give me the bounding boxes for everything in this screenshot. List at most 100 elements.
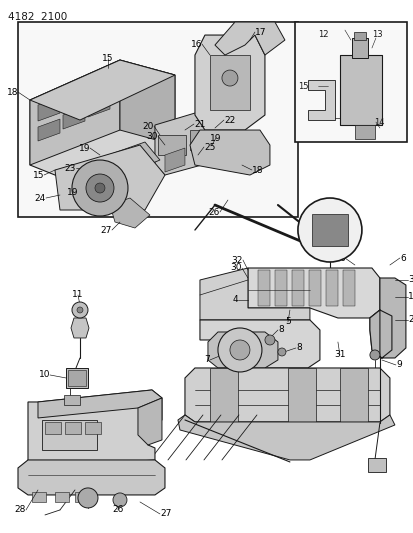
Polygon shape	[18, 460, 164, 495]
Polygon shape	[209, 55, 249, 110]
Bar	[367, 458, 385, 472]
Polygon shape	[75, 492, 89, 502]
Text: 20: 20	[142, 122, 154, 131]
Text: 10: 10	[38, 370, 50, 379]
Polygon shape	[291, 270, 303, 306]
Polygon shape	[247, 268, 379, 318]
Polygon shape	[195, 35, 264, 130]
Polygon shape	[185, 368, 389, 422]
Text: 11: 11	[72, 290, 83, 300]
Circle shape	[277, 348, 285, 356]
Circle shape	[369, 350, 379, 360]
Text: 27: 27	[100, 225, 112, 235]
Polygon shape	[325, 270, 337, 306]
Text: 16: 16	[190, 39, 202, 49]
Polygon shape	[38, 119, 60, 141]
Circle shape	[95, 183, 105, 193]
Circle shape	[264, 335, 274, 345]
Text: 29: 29	[317, 203, 328, 212]
Bar	[158, 135, 185, 155]
Polygon shape	[274, 270, 286, 306]
Polygon shape	[164, 148, 185, 172]
Text: 17: 17	[254, 28, 266, 37]
Bar	[354, 125, 374, 139]
Bar	[339, 55, 381, 125]
Text: 9: 9	[395, 360, 401, 369]
Text: 30: 30	[146, 132, 158, 141]
Polygon shape	[88, 95, 110, 117]
Circle shape	[78, 488, 98, 508]
Polygon shape	[71, 318, 89, 338]
Polygon shape	[342, 270, 354, 306]
Polygon shape	[214, 22, 284, 55]
Text: 30: 30	[230, 263, 241, 272]
Text: 1: 1	[407, 293, 413, 302]
Polygon shape	[199, 320, 319, 368]
Text: 14: 14	[373, 118, 384, 126]
Text: 32: 32	[231, 255, 242, 264]
Circle shape	[72, 302, 88, 318]
Text: 6: 6	[399, 254, 405, 262]
Text: 21: 21	[193, 119, 205, 128]
Text: 7: 7	[204, 356, 209, 365]
Circle shape	[297, 198, 361, 262]
Polygon shape	[207, 332, 277, 368]
Polygon shape	[307, 80, 334, 120]
Circle shape	[86, 174, 114, 202]
Polygon shape	[178, 415, 394, 460]
Text: 13: 13	[371, 29, 382, 38]
Text: 15: 15	[297, 82, 308, 91]
Circle shape	[72, 160, 128, 216]
Polygon shape	[138, 398, 161, 445]
Text: 22: 22	[223, 116, 235, 125]
Polygon shape	[30, 60, 175, 120]
Polygon shape	[199, 268, 309, 320]
Polygon shape	[88, 73, 110, 97]
Polygon shape	[55, 492, 69, 502]
Text: 28: 28	[14, 505, 26, 514]
Text: 5: 5	[285, 318, 290, 327]
Bar	[18, 22, 297, 217]
Polygon shape	[369, 278, 405, 358]
Text: 19: 19	[78, 143, 90, 152]
Polygon shape	[120, 60, 175, 145]
Text: 15: 15	[32, 171, 44, 180]
Circle shape	[217, 328, 261, 372]
Polygon shape	[55, 145, 164, 210]
Text: 6: 6	[338, 254, 344, 262]
Text: 27: 27	[159, 510, 171, 519]
Text: 23: 23	[64, 164, 76, 173]
Polygon shape	[369, 310, 391, 358]
Bar	[311, 214, 347, 246]
Polygon shape	[80, 142, 159, 185]
Text: 15: 15	[102, 53, 114, 62]
Circle shape	[77, 307, 83, 313]
Bar	[45, 422, 61, 434]
Polygon shape	[110, 198, 150, 228]
Text: 26: 26	[208, 207, 219, 216]
Text: 24: 24	[35, 193, 46, 203]
Polygon shape	[154, 110, 219, 175]
Text: 26: 26	[112, 505, 123, 514]
Polygon shape	[190, 130, 269, 175]
Text: 4: 4	[232, 295, 237, 304]
Bar	[353, 32, 365, 40]
Text: 3: 3	[407, 276, 413, 285]
Bar	[68, 370, 86, 386]
Polygon shape	[38, 97, 60, 121]
Text: 25: 25	[204, 142, 215, 151]
Bar	[294, 22, 406, 142]
Circle shape	[113, 493, 127, 507]
Text: 8: 8	[295, 343, 301, 352]
Circle shape	[229, 340, 249, 360]
Text: 2: 2	[407, 316, 413, 325]
Bar	[85, 422, 101, 434]
Bar	[339, 368, 367, 422]
Polygon shape	[63, 107, 85, 129]
Text: 19: 19	[66, 188, 78, 197]
Text: 8: 8	[277, 326, 283, 335]
Bar	[287, 368, 315, 422]
Bar	[64, 395, 80, 405]
Bar	[339, 55, 381, 125]
Circle shape	[221, 70, 237, 86]
